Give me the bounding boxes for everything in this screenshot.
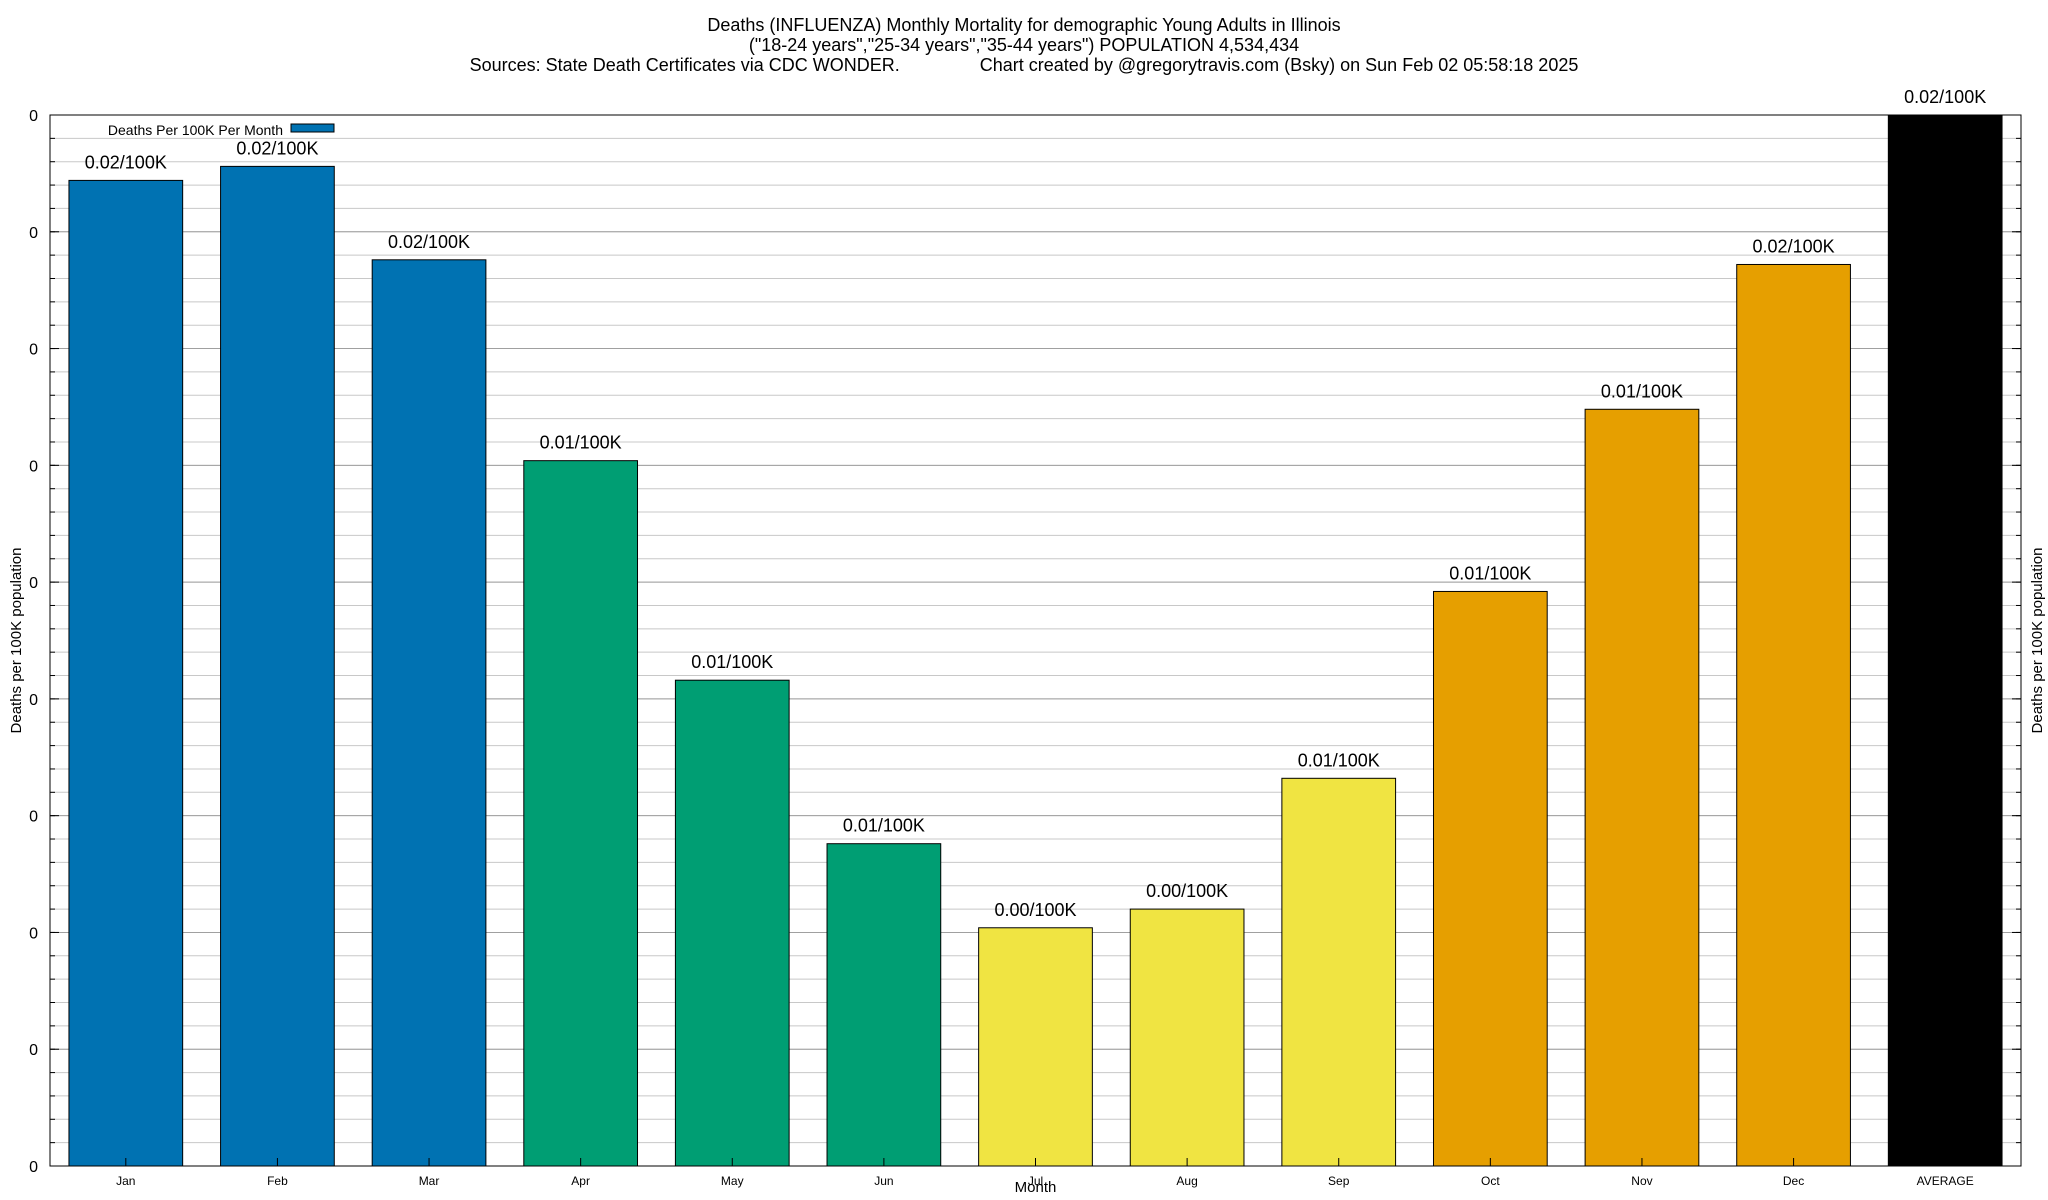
legend: Deaths Per 100K Per Month bbox=[108, 122, 335, 138]
bar-data-label: 0.02/100K bbox=[1753, 236, 1835, 256]
y-tick-label: 0 bbox=[29, 809, 38, 826]
x-tick-label: Jun bbox=[874, 1174, 893, 1188]
x-tick-label: Mar bbox=[419, 1174, 440, 1188]
plot-frame bbox=[49, 114, 2022, 1167]
bar-data-label: 0.00/100K bbox=[1146, 881, 1228, 901]
bar-feb bbox=[220, 165, 335, 1167]
x-tick-label: Aug bbox=[1176, 1174, 1197, 1188]
bar-data-label: 0.01/100K bbox=[1298, 750, 1380, 770]
bar-average bbox=[1887, 114, 2003, 1167]
y-axis-label-left: Deaths per 100K population bbox=[8, 548, 25, 734]
legend-swatch bbox=[290, 123, 335, 133]
bar-sep bbox=[1281, 777, 1397, 1167]
bar-data-label: 0.02/100K bbox=[85, 152, 167, 172]
chart-title-line-3: Sources: State Death Certificates via CD… bbox=[470, 55, 1579, 75]
bar-mar bbox=[371, 259, 487, 1167]
y-tick-label: 0 bbox=[29, 108, 38, 125]
legend-label: Deaths Per 100K Per Month bbox=[108, 122, 283, 138]
chart-title-line-2: ("18-24 years","25-34 years","35-44 year… bbox=[749, 35, 1299, 55]
y-tick-label: 0 bbox=[29, 575, 38, 592]
bar-may bbox=[674, 679, 790, 1167]
bar-data-label: 0.01/100K bbox=[691, 652, 773, 672]
bar-jun bbox=[826, 843, 942, 1167]
y-tick-label: 0 bbox=[29, 925, 38, 942]
bar-jul bbox=[978, 927, 1093, 1167]
x-tick-label: May bbox=[721, 1174, 744, 1188]
bar-data-label: 0.02/100K bbox=[1904, 87, 1986, 107]
bar-data-label: 0.02/100K bbox=[236, 138, 318, 158]
x-tick-label: Sep bbox=[1328, 1174, 1350, 1188]
bar-data-label: 0.01/100K bbox=[1449, 563, 1531, 583]
x-axis-label: Month bbox=[1015, 1179, 1057, 1196]
bar-apr bbox=[523, 460, 639, 1167]
y-tick-label: 0 bbox=[29, 1159, 38, 1176]
x-tick-label: Oct bbox=[1481, 1174, 1500, 1188]
bar-aug bbox=[1129, 908, 1245, 1167]
x-tick-label: Feb bbox=[267, 1174, 288, 1188]
bar-data-label: 0.02/100K bbox=[388, 232, 470, 252]
bar-data-label: 0.01/100K bbox=[1601, 381, 1683, 401]
chart-title-line-1: Deaths (INFLUENZA) Monthly Mortality for… bbox=[707, 15, 1340, 35]
bar-jan bbox=[68, 179, 184, 1167]
bar-data-label: 0.00/100K bbox=[994, 900, 1076, 920]
bar-data-label: 0.01/100K bbox=[540, 433, 622, 453]
x-tick-label: Nov bbox=[1631, 1174, 1652, 1188]
bar-dec bbox=[1736, 263, 1851, 1167]
y-tick-label: 0 bbox=[29, 1042, 38, 1059]
x-tick-label: AVERAGE bbox=[1917, 1174, 1974, 1188]
x-tick-label: Jan bbox=[116, 1174, 135, 1188]
y-tick-label: 0 bbox=[29, 225, 38, 242]
x-tick-label: Apr bbox=[571, 1174, 590, 1188]
bar-data-label: 0.01/100K bbox=[843, 816, 925, 836]
bar-oct bbox=[1432, 590, 1548, 1167]
x-tick-label: Jul bbox=[1028, 1174, 1043, 1188]
bar-nov bbox=[1584, 408, 1700, 1167]
y-tick-label: 0 bbox=[29, 342, 38, 359]
y-tick-label: 0 bbox=[29, 458, 38, 475]
x-tick-label: Dec bbox=[1783, 1174, 1804, 1188]
y-tick-label: 0 bbox=[29, 692, 38, 709]
y-axis-label-right: Deaths per 100K population bbox=[2029, 548, 2046, 734]
